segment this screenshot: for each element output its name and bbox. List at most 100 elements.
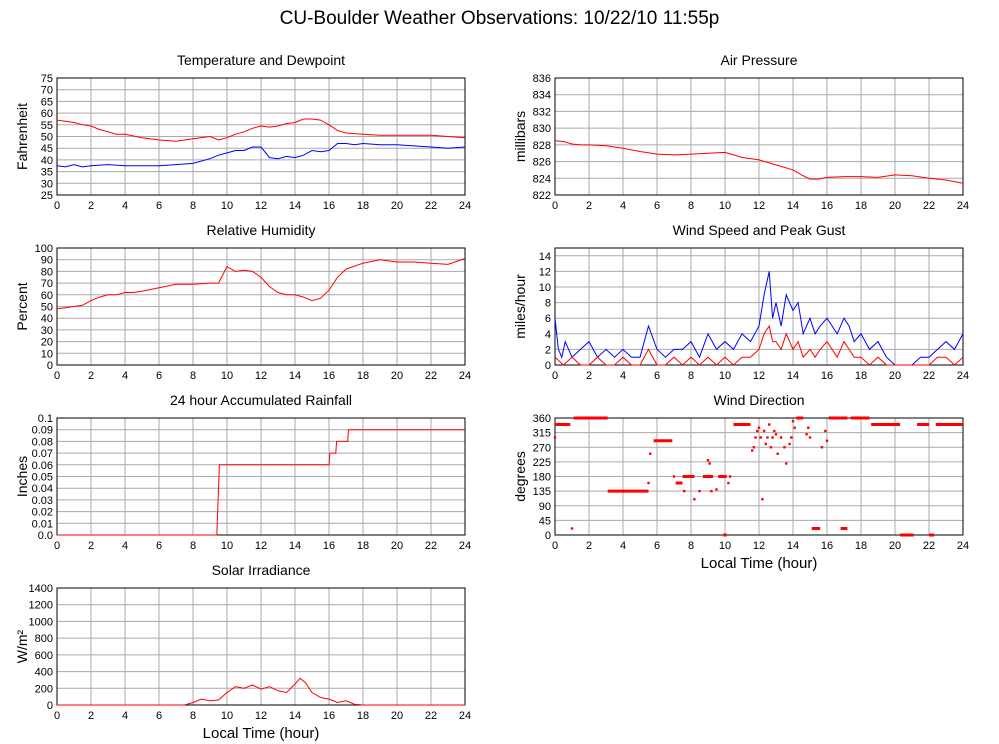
y-tick-label: 60 bbox=[41, 290, 53, 302]
x-tick-label: 16 bbox=[821, 370, 833, 382]
x-tick-label: 2 bbox=[586, 200, 592, 212]
x-tick-label: 20 bbox=[391, 540, 403, 552]
direction-point bbox=[757, 426, 761, 429]
direction-point bbox=[672, 475, 676, 478]
x-tick-label: 22 bbox=[923, 540, 935, 552]
y-tick-label: 0.1 bbox=[38, 413, 53, 425]
x-tick-label: 2 bbox=[586, 370, 592, 382]
series-line-1 bbox=[554, 324, 964, 366]
x-tick-label: 16 bbox=[821, 200, 833, 212]
y-tick-label: 0.0 bbox=[38, 530, 53, 542]
x-tick-label: 12 bbox=[255, 200, 267, 212]
y-axis-label: degrees bbox=[512, 451, 528, 502]
direction-point bbox=[710, 489, 713, 493]
x-tick-label: 10 bbox=[221, 370, 233, 382]
y-tick-label: 55 bbox=[41, 120, 53, 132]
x-tick-label: 4 bbox=[122, 710, 128, 722]
direction-point bbox=[805, 433, 808, 436]
direction-point bbox=[570, 527, 574, 530]
y-tick-label: 25 bbox=[41, 190, 53, 202]
x-tick-label: 6 bbox=[156, 370, 162, 382]
y-tick-label: 14 bbox=[539, 251, 551, 263]
y-tick-label: 0.01 bbox=[32, 518, 53, 530]
direction-point bbox=[807, 426, 810, 429]
plot-frame bbox=[56, 587, 466, 706]
direction-point bbox=[783, 446, 786, 449]
direction-point bbox=[773, 429, 776, 433]
x-tick-label: 6 bbox=[654, 200, 660, 212]
y-tick-label: 0 bbox=[545, 360, 551, 372]
direction-point bbox=[553, 436, 557, 439]
x-axis-label: Local Time (hour) bbox=[203, 725, 320, 742]
y-tick-label: 40 bbox=[41, 313, 53, 325]
x-tick-label: 14 bbox=[289, 200, 301, 212]
y-tick-label: 75 bbox=[41, 73, 53, 85]
x-tick-label: 14 bbox=[787, 540, 799, 552]
series-line-0 bbox=[554, 271, 964, 366]
y-tick-label: 0.08 bbox=[32, 436, 53, 448]
x-tick-label: 20 bbox=[391, 200, 403, 212]
y-tick-label: 0.09 bbox=[32, 425, 53, 437]
y-tick-label: 830 bbox=[533, 123, 551, 135]
x-tick-label: 12 bbox=[753, 540, 765, 552]
direction-point bbox=[761, 498, 764, 501]
x-tick-label: 0 bbox=[552, 200, 558, 212]
y-axis-label: W/m² bbox=[14, 629, 30, 663]
direction-point bbox=[768, 423, 771, 426]
direction-point bbox=[788, 442, 791, 446]
direction-point bbox=[649, 452, 652, 455]
direction-point bbox=[824, 429, 827, 433]
x-tick-label: 22 bbox=[425, 540, 437, 552]
x-tick-label: 8 bbox=[688, 370, 694, 382]
y-tick-label: 824 bbox=[533, 173, 551, 185]
y-tick-label: 180 bbox=[533, 472, 551, 484]
x-tick-label: 14 bbox=[289, 370, 301, 382]
direction-point bbox=[751, 449, 754, 452]
y-tick-label: 360 bbox=[533, 413, 551, 425]
y-axis-label: Percent bbox=[14, 282, 30, 330]
y-tick-label: 50 bbox=[41, 132, 53, 144]
y-tick-label: 30 bbox=[41, 325, 53, 337]
direction-point bbox=[759, 436, 762, 439]
y-tick-label: 8 bbox=[545, 298, 551, 310]
direction-point bbox=[715, 488, 718, 491]
x-tick-label: 6 bbox=[156, 540, 162, 552]
y-tick-label: 0.02 bbox=[32, 507, 53, 519]
x-tick-label: 6 bbox=[654, 370, 660, 382]
y-tick-label: 50 bbox=[41, 302, 53, 314]
direction-point bbox=[688, 475, 691, 478]
direction-point bbox=[647, 481, 650, 485]
plot-frame bbox=[554, 417, 964, 536]
direction-point bbox=[706, 459, 710, 462]
x-tick-label: 16 bbox=[323, 200, 335, 212]
direction-point bbox=[808, 436, 812, 439]
y-tick-label: 600 bbox=[35, 650, 53, 662]
x-tick-label: 4 bbox=[122, 370, 128, 382]
x-tick-label: 24 bbox=[459, 540, 471, 552]
y-tick-label: 836 bbox=[533, 73, 551, 85]
chart-title: Wind Direction bbox=[713, 392, 804, 408]
x-tick-label: 12 bbox=[255, 710, 267, 722]
x-tick-label: 14 bbox=[787, 370, 799, 382]
chart-title: Relative Humidity bbox=[207, 222, 316, 238]
series-line-0 bbox=[554, 140, 964, 184]
direction-point bbox=[756, 429, 759, 433]
x-tick-label: 24 bbox=[459, 200, 471, 212]
series-line-0 bbox=[56, 258, 466, 310]
y-tick-label: 20 bbox=[41, 337, 53, 349]
x-tick-label: 18 bbox=[855, 370, 867, 382]
direction-point bbox=[825, 439, 829, 442]
page-title: CU-Boulder Weather Observations: 10/22/1… bbox=[279, 8, 720, 29]
y-tick-label: 834 bbox=[533, 90, 551, 102]
direction-point bbox=[693, 498, 696, 501]
x-tick-label: 18 bbox=[357, 200, 369, 212]
y-tick-label: 70 bbox=[41, 85, 53, 97]
y-tick-label: 65 bbox=[41, 96, 53, 108]
x-tick-label: 8 bbox=[190, 710, 196, 722]
direction-point bbox=[771, 436, 774, 439]
x-tick-label: 12 bbox=[255, 370, 267, 382]
chart-title: Air Pressure bbox=[720, 52, 797, 68]
x-tick-label: 24 bbox=[957, 540, 969, 552]
